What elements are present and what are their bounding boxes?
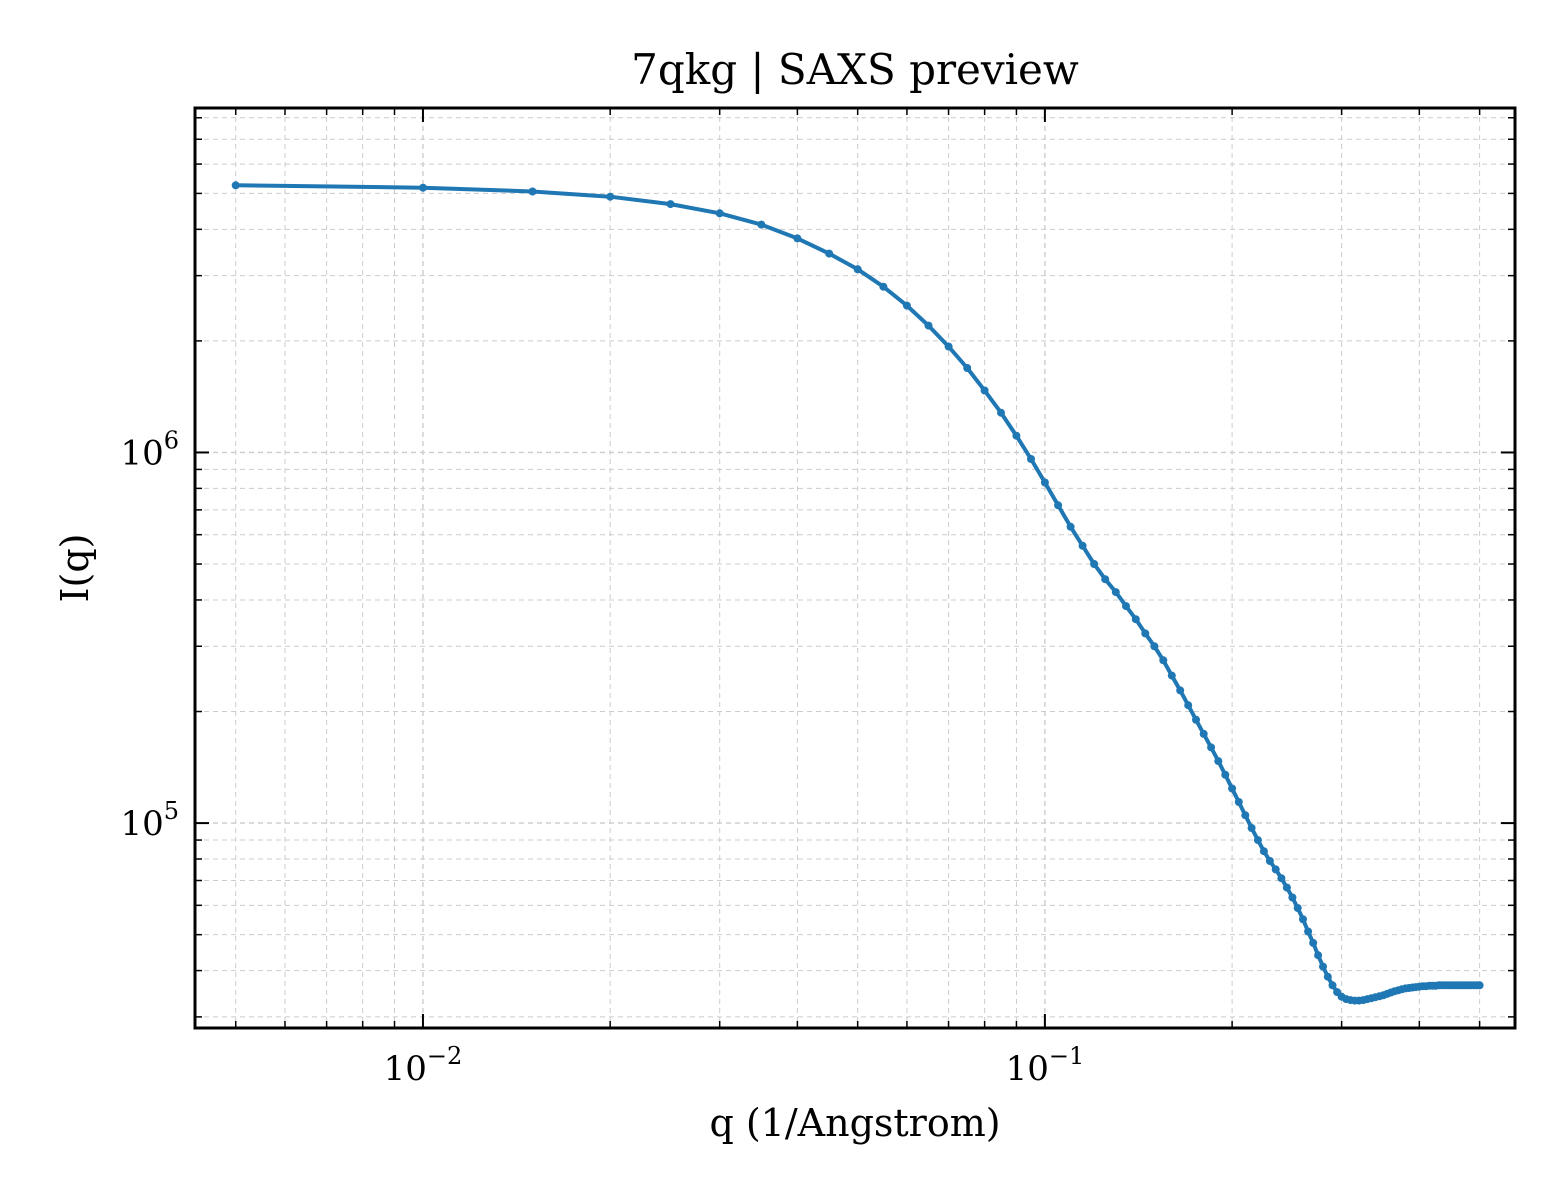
data-point <box>715 209 724 218</box>
data-point <box>1040 478 1049 487</box>
data-point <box>1054 501 1063 510</box>
y-axis-label: I(q) <box>53 534 97 603</box>
data-point <box>1207 743 1216 752</box>
data-point <box>231 181 240 190</box>
data-point <box>1265 857 1274 865</box>
data-point <box>853 265 862 274</box>
data-point <box>1111 588 1120 597</box>
data-point <box>528 187 537 196</box>
data-point <box>1259 847 1268 856</box>
data-point <box>1309 938 1318 947</box>
data-point <box>997 408 1005 417</box>
data-point <box>902 301 911 310</box>
y-tick-label-base: 10 <box>120 804 163 844</box>
data-point <box>1241 811 1250 820</box>
data-point <box>1090 560 1099 568</box>
data-point <box>1159 656 1168 665</box>
data-point <box>1192 715 1200 724</box>
data-point <box>1314 951 1323 960</box>
data-point <box>1323 972 1332 981</box>
data-point <box>1199 729 1208 738</box>
x-tick-label-base: 10 <box>384 1049 427 1089</box>
chart-title: 7qkg | SAXS preview <box>631 45 1079 94</box>
data-point <box>1066 522 1075 531</box>
data-point <box>1277 874 1286 883</box>
data-point <box>980 386 989 395</box>
data-point <box>757 220 766 229</box>
data-point <box>1131 615 1140 624</box>
data-point <box>1228 784 1237 793</box>
data-point <box>963 364 972 372</box>
data-point <box>1221 770 1230 779</box>
y-tick-label-exp: 6 <box>164 426 179 454</box>
x-tick-label: 10−2 <box>384 1042 463 1089</box>
x-tick-label-base: 10 <box>1006 1049 1049 1089</box>
plot-frame <box>193 106 1517 1030</box>
x-tick-label: 10−1 <box>1006 1042 1085 1089</box>
data-point <box>1271 865 1280 874</box>
data-point <box>1247 824 1256 832</box>
data-point <box>1214 757 1223 766</box>
data-point <box>879 282 888 291</box>
data-point <box>1293 904 1302 912</box>
y-tick-label: 105 <box>120 797 179 844</box>
data-point <box>1304 927 1313 936</box>
y-tick-label: 106 <box>120 426 179 473</box>
grid <box>195 108 1515 1028</box>
data-point <box>1150 642 1159 651</box>
series-layer <box>231 181 1484 1005</box>
data-point <box>1184 701 1193 710</box>
data-point <box>1176 686 1185 695</box>
data-point <box>1101 575 1110 584</box>
data-point <box>825 249 834 258</box>
data-point <box>1299 915 1307 924</box>
data-point <box>1027 455 1035 463</box>
y-tick-label-base: 10 <box>120 433 163 473</box>
data-point <box>1253 836 1262 845</box>
data-point <box>419 183 427 192</box>
data-point <box>1319 962 1327 971</box>
x-axis-label: q (1/Angstrom) <box>709 1101 1000 1145</box>
data-point <box>1475 981 1484 990</box>
data-point <box>944 342 953 351</box>
data-point <box>606 192 615 201</box>
data-point <box>1234 798 1243 806</box>
x-tick-label-exp: −2 <box>427 1042 462 1070</box>
data-point <box>1012 431 1021 440</box>
data-point <box>1141 629 1150 638</box>
data-point <box>1122 602 1130 611</box>
data-point <box>793 234 802 243</box>
data-point <box>1167 671 1176 680</box>
x-tick-label-exp: −1 <box>1049 1042 1084 1070</box>
data-point <box>1288 893 1297 902</box>
data-point <box>924 321 933 330</box>
data-point <box>1078 541 1087 550</box>
data-point <box>1282 883 1291 892</box>
y-tick-label-exp: 5 <box>164 797 179 825</box>
data-point <box>1328 981 1337 990</box>
data-point <box>666 200 675 209</box>
